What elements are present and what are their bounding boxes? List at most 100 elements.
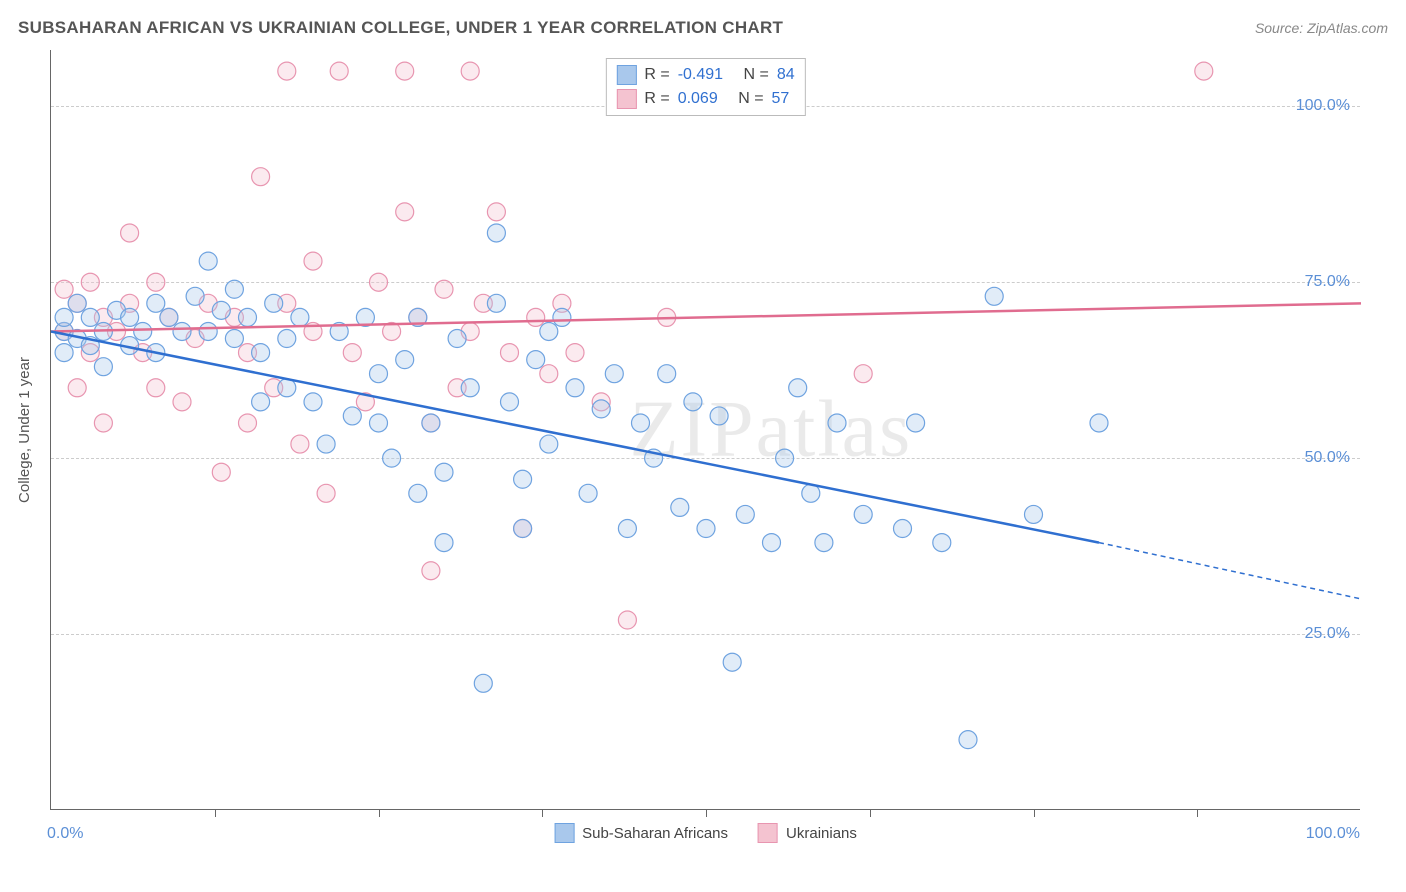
scatter-point <box>173 322 191 340</box>
legend-series: Sub-Saharan Africans Ukrainians <box>554 823 857 843</box>
scatter-point <box>487 294 505 312</box>
legend-label-1: Sub-Saharan Africans <box>582 825 728 842</box>
scatter-point <box>527 351 545 369</box>
legend-item-1: Sub-Saharan Africans <box>554 823 728 843</box>
scatter-point <box>684 393 702 411</box>
x-tick <box>1197 809 1198 817</box>
scatter-point <box>618 611 636 629</box>
scatter-point <box>815 534 833 552</box>
scatter-point <box>605 365 623 383</box>
scatter-point <box>55 308 73 326</box>
scatter-point <box>487 203 505 221</box>
legend-item-2: Ukrainians <box>758 823 857 843</box>
scatter-point <box>671 498 689 516</box>
scatter-point <box>1025 505 1043 523</box>
scatter-point <box>330 62 348 80</box>
legend-swatch-pink-2 <box>758 823 778 843</box>
x-label-left: 0.0% <box>47 825 83 843</box>
scatter-point <box>1090 414 1108 432</box>
scatter-point <box>566 344 584 362</box>
scatter-point <box>370 414 388 432</box>
scatter-point <box>343 344 361 362</box>
scatter-point <box>828 414 846 432</box>
scatter-point <box>697 520 715 538</box>
scatter-point <box>579 484 597 502</box>
scatter-point <box>370 365 388 383</box>
scatter-point <box>265 294 283 312</box>
scatter-point <box>540 435 558 453</box>
scatter-point <box>658 365 676 383</box>
legend-r-label: R = <box>644 63 669 87</box>
scatter-point <box>396 62 414 80</box>
scatter-point <box>147 294 165 312</box>
scatter-point <box>710 407 728 425</box>
title-bar: SUBSAHARAN AFRICAN VS UKRAINIAN COLLEGE,… <box>18 18 1388 38</box>
scatter-point <box>147 379 165 397</box>
scatter-point <box>81 308 99 326</box>
scatter-point <box>409 484 427 502</box>
scatter-point <box>304 252 322 270</box>
scatter-point <box>239 308 257 326</box>
x-tick <box>215 809 216 817</box>
legend-stats-row-1: R = -0.491 N = 84 <box>616 63 794 87</box>
scatter-point <box>435 280 453 298</box>
scatter-point <box>566 379 584 397</box>
scatter-point <box>199 252 217 270</box>
legend-swatch-pink <box>616 89 636 109</box>
scatter-point <box>632 414 650 432</box>
scatter-point <box>212 463 230 481</box>
scatter-point <box>474 674 492 692</box>
scatter-point <box>317 484 335 502</box>
chart-title: SUBSAHARAN AFRICAN VS UKRAINIAN COLLEGE,… <box>18 18 783 38</box>
scatter-point <box>501 393 519 411</box>
scatter-point <box>487 224 505 242</box>
scatter-point <box>618 520 636 538</box>
scatter-point <box>278 330 296 348</box>
scatter-point <box>514 470 532 488</box>
scatter-point <box>160 308 178 326</box>
scatter-point <box>225 280 243 298</box>
legend-swatch-blue-2 <box>554 823 574 843</box>
scatter-point <box>461 62 479 80</box>
scatter-svg <box>51 50 1360 809</box>
scatter-point <box>81 273 99 291</box>
legend-stats: R = -0.491 N = 84 R = 0.069 N = 57 <box>605 58 805 116</box>
scatter-point <box>370 273 388 291</box>
scatter-point <box>1195 62 1213 80</box>
scatter-point <box>291 308 309 326</box>
scatter-point <box>121 224 139 242</box>
scatter-point <box>422 414 440 432</box>
scatter-point <box>448 330 466 348</box>
legend-r-value-1: -0.491 <box>678 63 723 87</box>
legend-stats-row-2: R = 0.069 N = 57 <box>616 87 794 111</box>
scatter-point <box>94 358 112 376</box>
legend-n-label: N = <box>744 63 769 87</box>
scatter-point <box>134 322 152 340</box>
scatter-point <box>854 365 872 383</box>
trend-line <box>51 331 1099 542</box>
scatter-point <box>422 562 440 580</box>
scatter-point <box>291 435 309 453</box>
scatter-point <box>540 365 558 383</box>
x-label-right: 100.0% <box>1306 825 1360 843</box>
x-tick <box>706 809 707 817</box>
y-axis-label: College, Under 1 year <box>16 357 33 503</box>
scatter-point <box>527 308 545 326</box>
scatter-point <box>68 379 86 397</box>
scatter-point <box>763 534 781 552</box>
scatter-point <box>199 322 217 340</box>
x-tick <box>1034 809 1035 817</box>
scatter-point <box>723 653 741 671</box>
legend-n-value-2: 57 <box>772 87 790 111</box>
scatter-point <box>435 463 453 481</box>
scatter-point <box>396 351 414 369</box>
scatter-point <box>55 344 73 362</box>
scatter-point <box>894 520 912 538</box>
scatter-point <box>212 301 230 319</box>
scatter-point <box>933 534 951 552</box>
scatter-point <box>435 534 453 552</box>
scatter-point <box>592 400 610 418</box>
scatter-point <box>225 330 243 348</box>
legend-swatch-blue <box>616 65 636 85</box>
scatter-point <box>173 393 191 411</box>
